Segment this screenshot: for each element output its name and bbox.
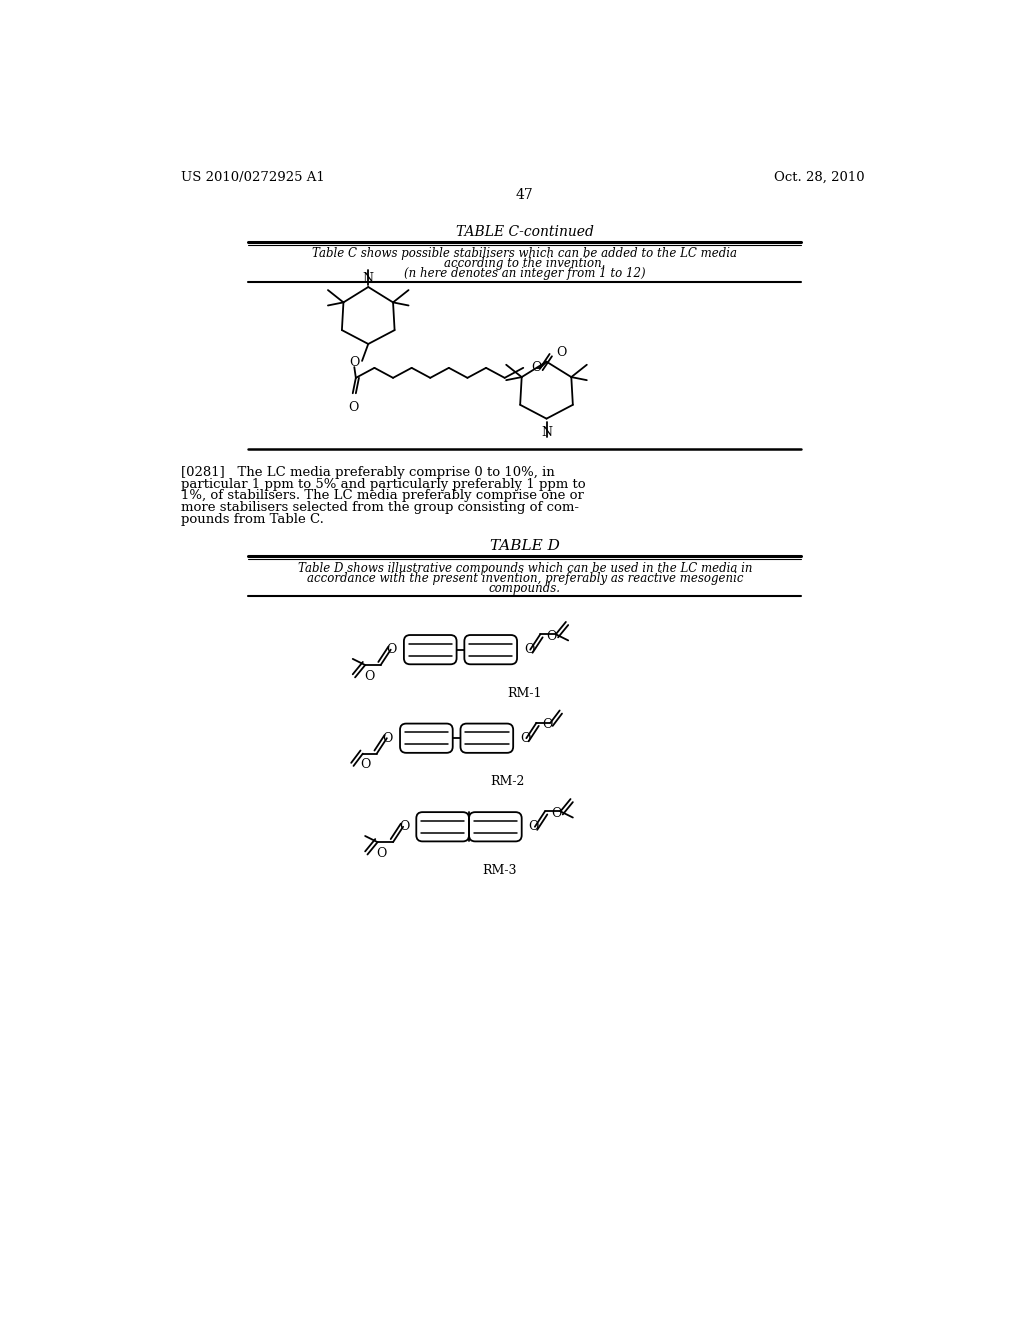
Text: Table C shows possible stabilisers which can be added to the LC media: Table C shows possible stabilisers which… xyxy=(312,247,737,260)
Text: O: O xyxy=(531,362,542,375)
Text: more stabilisers selected from the group consisting of com-: more stabilisers selected from the group… xyxy=(180,502,579,513)
Text: 1%, of stabilisers. The LC media preferably comprise one or: 1%, of stabilisers. The LC media prefera… xyxy=(180,490,584,503)
Text: O: O xyxy=(377,847,387,859)
Text: TABLE C-continued: TABLE C-continued xyxy=(456,224,594,239)
Text: N: N xyxy=(362,272,374,285)
Text: O: O xyxy=(547,630,557,643)
Text: pounds from Table C.: pounds from Table C. xyxy=(180,512,324,525)
Text: RM-3: RM-3 xyxy=(482,863,517,876)
Text: O: O xyxy=(551,807,561,820)
Text: O: O xyxy=(349,356,359,370)
Text: RM-2: RM-2 xyxy=(490,775,525,788)
Text: 47: 47 xyxy=(516,189,534,202)
Text: TABLE D: TABLE D xyxy=(489,539,560,553)
Text: O: O xyxy=(383,731,393,744)
Text: O: O xyxy=(520,731,530,744)
Text: compounds.: compounds. xyxy=(488,582,561,594)
Text: O: O xyxy=(528,820,539,833)
Text: N: N xyxy=(541,426,552,440)
Text: O: O xyxy=(348,401,358,414)
Text: accordance with the present invention, preferably as reactive mesogenic: accordance with the present invention, p… xyxy=(306,572,743,585)
Text: (n here denotes an integer from 1 to 12): (n here denotes an integer from 1 to 12) xyxy=(404,268,645,280)
Text: O: O xyxy=(365,669,375,682)
Text: US 2010/0272925 A1: US 2010/0272925 A1 xyxy=(180,172,325,185)
Text: O: O xyxy=(399,820,410,833)
Text: O: O xyxy=(524,643,535,656)
Text: O: O xyxy=(360,758,371,771)
Text: O: O xyxy=(386,643,397,656)
Text: particular 1 ppm to 5% and particularly preferably 1 ppm to: particular 1 ppm to 5% and particularly … xyxy=(180,478,586,491)
Text: [0281]   The LC media preferably comprise 0 to 10%, in: [0281] The LC media preferably comprise … xyxy=(180,466,554,479)
Text: RM-1: RM-1 xyxy=(508,686,542,700)
Text: Oct. 28, 2010: Oct. 28, 2010 xyxy=(773,172,864,185)
Text: Table D shows illustrative compounds which can be used in the LC media in: Table D shows illustrative compounds whi… xyxy=(298,561,752,574)
Text: O: O xyxy=(556,346,566,359)
Text: O: O xyxy=(543,718,553,731)
Text: according to the invention.: according to the invention. xyxy=(444,257,605,271)
